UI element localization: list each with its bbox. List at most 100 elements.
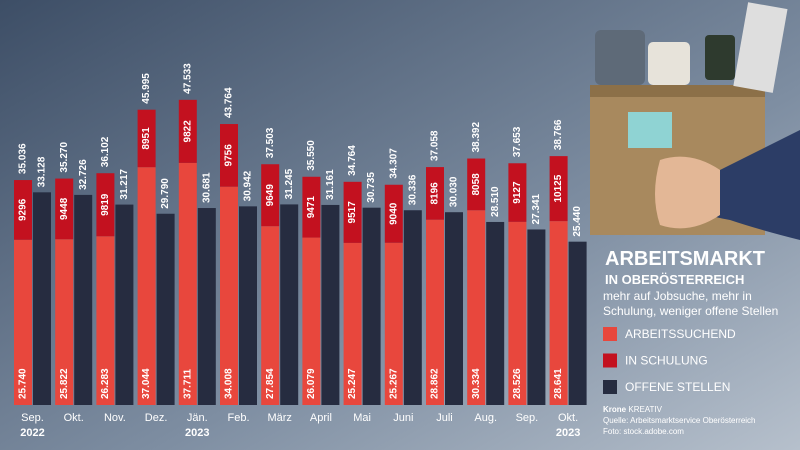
value-label: 9448 — [59, 197, 70, 220]
bar — [261, 164, 280, 227]
plot: 25.740 9296 33.128 35.036 Sep. 2022 25.822 9448… — [14, 63, 587, 439]
bar — [178, 99, 197, 163]
total-label: 35.550 — [306, 140, 317, 171]
value-label: 9127 — [512, 181, 523, 204]
value-label: 25.822 — [59, 368, 70, 399]
x-tick-label: Juli — [436, 412, 453, 424]
value-label: 9040 — [388, 202, 399, 225]
total-label: 36.102 — [100, 136, 111, 167]
legend-swatch — [603, 380, 617, 394]
total-label: 35.270 — [59, 142, 70, 173]
value-label: 10125 — [553, 174, 564, 202]
value-label: 34.008 — [224, 368, 235, 399]
x-tick-label: Mai — [353, 412, 371, 424]
value-label: 26.283 — [100, 368, 111, 399]
total-label: 34.307 — [388, 148, 399, 179]
value-label: 37.711 — [182, 369, 193, 399]
bar — [55, 178, 74, 240]
bar — [96, 236, 115, 405]
bar — [137, 167, 156, 405]
bar — [302, 237, 321, 405]
x-tick-label: Aug. — [474, 412, 497, 424]
x-tick-label: Sep. — [516, 412, 539, 424]
bar — [137, 109, 156, 168]
value-label: 27.854 — [265, 368, 276, 399]
value-label: 28.510 — [490, 186, 501, 217]
year-label: 2023 — [185, 427, 209, 439]
subtitle: IN OBERÖSTERREICH — [605, 272, 744, 287]
value-label: 28.862 — [430, 368, 441, 399]
value-label: 28.641 — [553, 368, 564, 399]
total-label: 38.392 — [471, 121, 482, 152]
value-label: 9756 — [224, 144, 235, 167]
legend: ARBEITSSUCHEND IN SCHULUNG OFFENE STELLEN — [603, 327, 736, 394]
total-label: 34.764 — [347, 145, 358, 176]
bar — [115, 204, 134, 405]
bar — [197, 208, 216, 405]
value-label: 31.217 — [119, 169, 130, 200]
bar — [178, 162, 197, 405]
value-label: 9822 — [182, 120, 193, 143]
credit: Krone KREATIV — [603, 405, 663, 414]
bar — [508, 221, 527, 405]
bar — [568, 241, 587, 405]
legend-swatch — [603, 327, 617, 341]
legend-label: IN SCHULUNG — [625, 354, 708, 368]
value-label: 33.128 — [37, 156, 48, 187]
bar — [527, 229, 546, 405]
value-label: 9471 — [306, 196, 317, 219]
value-label: 30.735 — [366, 172, 377, 203]
bar — [384, 242, 403, 405]
bar — [467, 210, 486, 405]
value-label: 30.681 — [201, 172, 212, 203]
x-tick-label: Okt. — [558, 412, 578, 424]
value-label: 9296 — [18, 198, 29, 221]
bar — [55, 239, 74, 405]
bar — [14, 180, 32, 240]
bar — [156, 213, 175, 405]
value-label: 9819 — [100, 193, 111, 216]
x-tick-label: Feb. — [227, 412, 249, 424]
x-tick-label: Okt. — [64, 412, 84, 424]
value-label: 25.247 — [347, 368, 358, 399]
value-label: 30.942 — [243, 170, 254, 201]
bar — [426, 219, 444, 405]
value-label: 25.267 — [388, 368, 399, 399]
total-label: 35.036 — [18, 143, 29, 174]
bar — [261, 226, 280, 405]
bar — [549, 221, 568, 405]
value-label: 32.726 — [78, 159, 89, 190]
credit-brand: Krone — [603, 405, 627, 414]
bar — [33, 192, 51, 405]
value-label: 8951 — [141, 127, 152, 150]
description-box: mehr auf Jobsuche, mehr in Schulung, wen… — [603, 289, 779, 318]
bar — [549, 156, 568, 222]
total-label: 43.764 — [224, 87, 235, 118]
value-label: 30.030 — [449, 176, 460, 207]
year-label: 2022 — [20, 427, 44, 439]
description: mehr auf Jobsuche, mehr in Schulung, wen… — [603, 289, 779, 318]
value-label: 9649 — [265, 184, 276, 207]
bar — [96, 173, 115, 237]
bar — [220, 124, 238, 187]
x-tick-label: Juni — [393, 412, 413, 424]
bar — [362, 207, 381, 405]
bar — [467, 158, 486, 211]
total-label: 38.766 — [553, 119, 564, 150]
x-tick-label: Nov. — [104, 412, 126, 424]
photo-illustration — [590, 2, 800, 240]
value-label: 30.336 — [407, 174, 418, 205]
bar — [14, 239, 32, 405]
credit-label: KREATIV — [628, 405, 662, 414]
legend-label: OFFENE STELLEN — [625, 380, 730, 394]
year-label: 2023 — [556, 427, 580, 439]
bar — [508, 163, 527, 222]
bar — [426, 167, 444, 220]
value-label: 31.161 — [325, 169, 336, 200]
value-label: 37.044 — [141, 368, 152, 399]
bar — [321, 204, 340, 405]
bar — [343, 242, 362, 405]
bar — [343, 181, 362, 243]
value-label: 29.790 — [160, 178, 171, 209]
